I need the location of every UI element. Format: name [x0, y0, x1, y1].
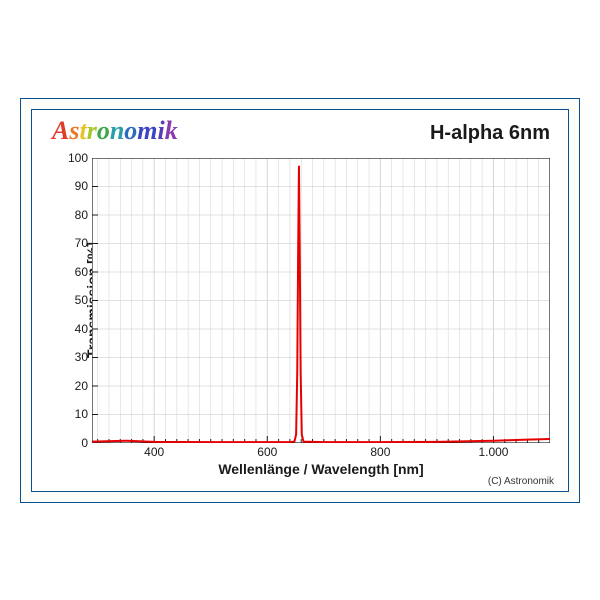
x-tick-label: 800: [370, 445, 390, 459]
y-tick-label: 90: [75, 179, 88, 193]
y-tick-label: 80: [75, 208, 88, 222]
x-tick-label: 600: [257, 445, 277, 459]
y-tick-label: 10: [75, 407, 88, 421]
y-tick-label: 40: [75, 322, 88, 336]
transmission-line-chart: [92, 158, 550, 443]
y-tick-label: 30: [75, 350, 88, 364]
y-tick-label: 60: [75, 265, 88, 279]
y-tick-label: 50: [75, 293, 88, 307]
outer-frame: Astronomik H-alpha 6nm Transmission [%] …: [20, 98, 580, 503]
plot-area: 01020304050607080901004006008001.000: [92, 158, 550, 443]
brand-logo: Astronomik: [52, 116, 178, 146]
x-tick-label: 1.000: [478, 445, 508, 459]
chart-title: H-alpha 6nm: [430, 122, 550, 145]
inner-panel: Astronomik H-alpha 6nm Transmission [%] …: [31, 109, 569, 492]
copyright-text: (C) Astronomik: [488, 476, 554, 487]
x-tick-label: 400: [144, 445, 164, 459]
y-tick-label: 20: [75, 379, 88, 393]
y-tick-label: 70: [75, 236, 88, 250]
x-axis-label: Wellenlänge / Wavelength [nm]: [92, 461, 550, 477]
y-tick-label: 100: [68, 151, 88, 165]
y-tick-label: 0: [81, 436, 88, 450]
